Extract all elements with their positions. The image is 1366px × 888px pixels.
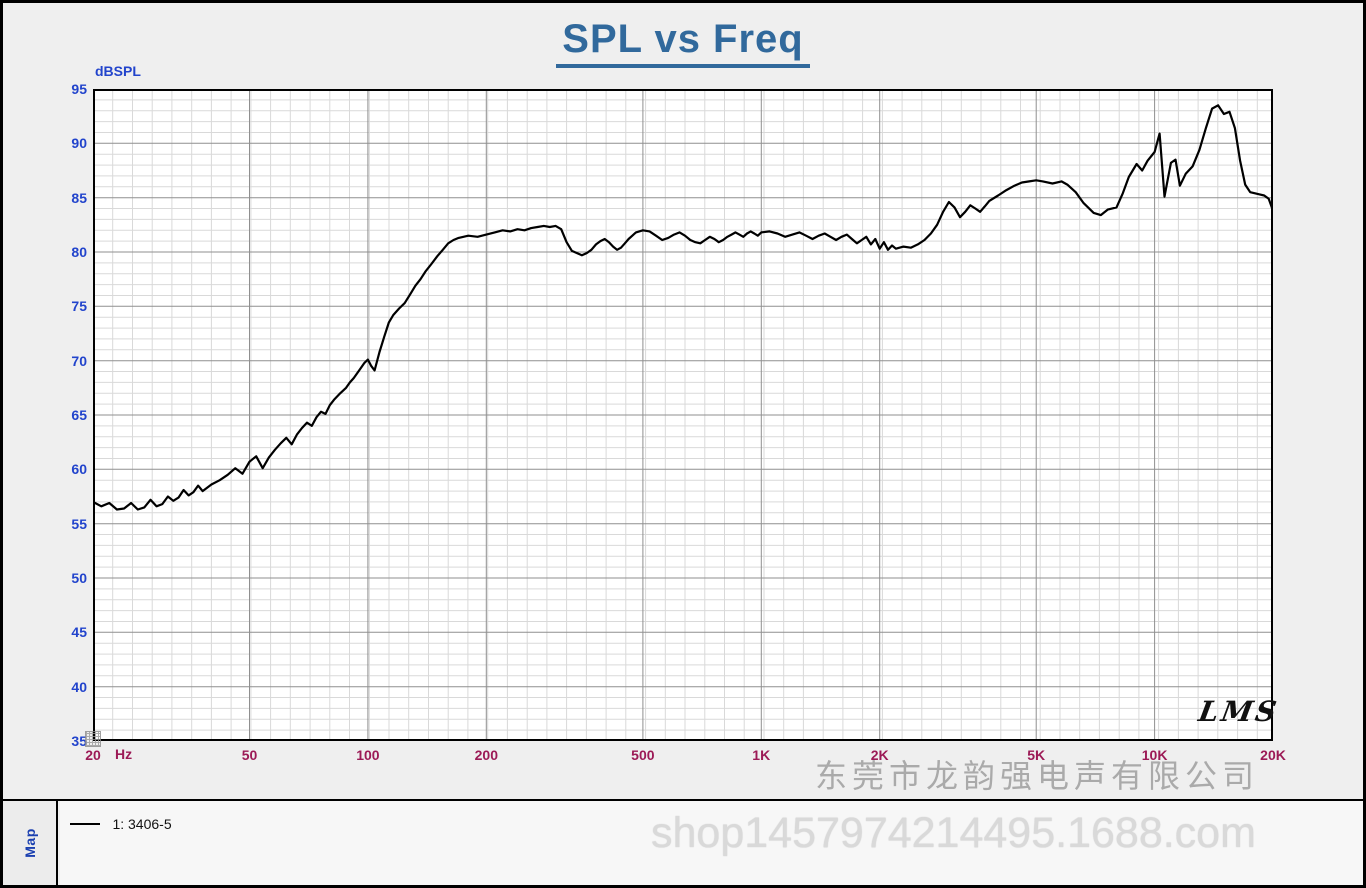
y-tick-label: 55 bbox=[71, 515, 87, 532]
y-tick-label: 90 bbox=[71, 135, 87, 152]
chart-title-text: SPL vs Freq bbox=[556, 17, 810, 68]
y-tick-label: 95 bbox=[71, 81, 87, 97]
legend-content: 1: 3406-5 bbox=[60, 801, 1363, 885]
series-line-swatch bbox=[70, 822, 100, 825]
legend-bar: Map 1: 3406-5 bbox=[3, 799, 1363, 885]
x-axis-unit-label: Hz bbox=[115, 746, 133, 762]
x-tick-label: 10K bbox=[1141, 747, 1168, 763]
legend-item: 1: 3406-5 bbox=[70, 815, 172, 839]
y-tick-label: 70 bbox=[71, 352, 87, 369]
y-tick-label: 35 bbox=[71, 733, 87, 749]
y-axis-title: dBSPL bbox=[95, 63, 141, 79]
y-tick-label: 45 bbox=[71, 624, 87, 641]
map-tab-label: Map bbox=[21, 828, 38, 858]
y-tick-label: 60 bbox=[71, 461, 87, 478]
y-tick-label: 85 bbox=[71, 189, 87, 206]
x-tick-label: 2K bbox=[870, 747, 889, 763]
x-tick-label: 20 bbox=[85, 747, 101, 763]
watermark-shop-text: shop1457974214495.1688.com bbox=[651, 809, 1256, 857]
series-label: 1: 3406-5 bbox=[112, 815, 172, 832]
mouse-cursor-icon bbox=[85, 731, 101, 747]
x-tick-label: 100 bbox=[356, 747, 380, 763]
y-tick-label: 65 bbox=[71, 407, 87, 423]
y-tick-label: 50 bbox=[71, 570, 87, 586]
x-tick-label: 5K bbox=[1027, 747, 1046, 763]
lms-logo: LMS bbox=[1196, 695, 1282, 728]
x-tick-label: 1K bbox=[752, 747, 771, 763]
y-tick-label: 80 bbox=[71, 244, 87, 260]
map-tab[interactable]: Map bbox=[3, 801, 58, 885]
page-title: SPL vs Freq bbox=[3, 17, 1363, 68]
x-tick-label: 20K bbox=[1260, 747, 1286, 763]
y-tick-label: 75 bbox=[71, 298, 87, 315]
x-tick-label: 200 bbox=[474, 747, 498, 763]
y-tick-label: 40 bbox=[71, 678, 87, 695]
x-tick-label: 500 bbox=[631, 747, 655, 763]
x-tick-label: 50 bbox=[241, 747, 258, 763]
plot-area: LMS bbox=[93, 89, 1282, 741]
watermark-company-text: 东莞市龙韵强电声有限公司 bbox=[815, 758, 1260, 794]
spl-frequency-chart bbox=[93, 89, 1273, 741]
